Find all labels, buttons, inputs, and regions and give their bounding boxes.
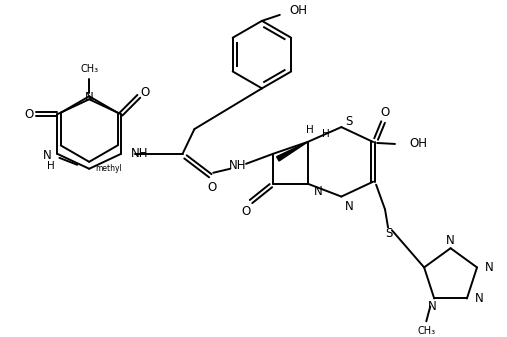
Text: N: N [85,91,94,104]
Text: OH: OH [409,137,427,150]
Text: H: H [306,125,313,135]
Text: N: N [446,234,455,247]
Text: N: N [475,292,484,305]
Text: S: S [345,115,353,128]
Text: N: N [313,185,322,198]
Polygon shape [277,142,308,161]
Text: O: O [208,181,217,194]
Text: NH: NH [229,159,247,172]
Text: H: H [321,129,329,139]
Text: NH: NH [131,147,149,160]
Text: O: O [140,86,150,99]
Text: S: S [385,227,393,240]
Text: CH₃: CH₃ [417,326,436,336]
Text: OH: OH [289,4,308,18]
Text: N: N [43,149,52,162]
Text: N: N [428,300,437,313]
Text: O: O [241,205,250,218]
Text: N: N [345,200,354,213]
Text: O: O [380,106,390,119]
Text: CH₃: CH₃ [80,64,98,74]
Text: N: N [485,261,494,274]
Text: methyl: methyl [95,164,122,173]
Text: O: O [24,108,33,121]
Text: H: H [47,161,54,171]
